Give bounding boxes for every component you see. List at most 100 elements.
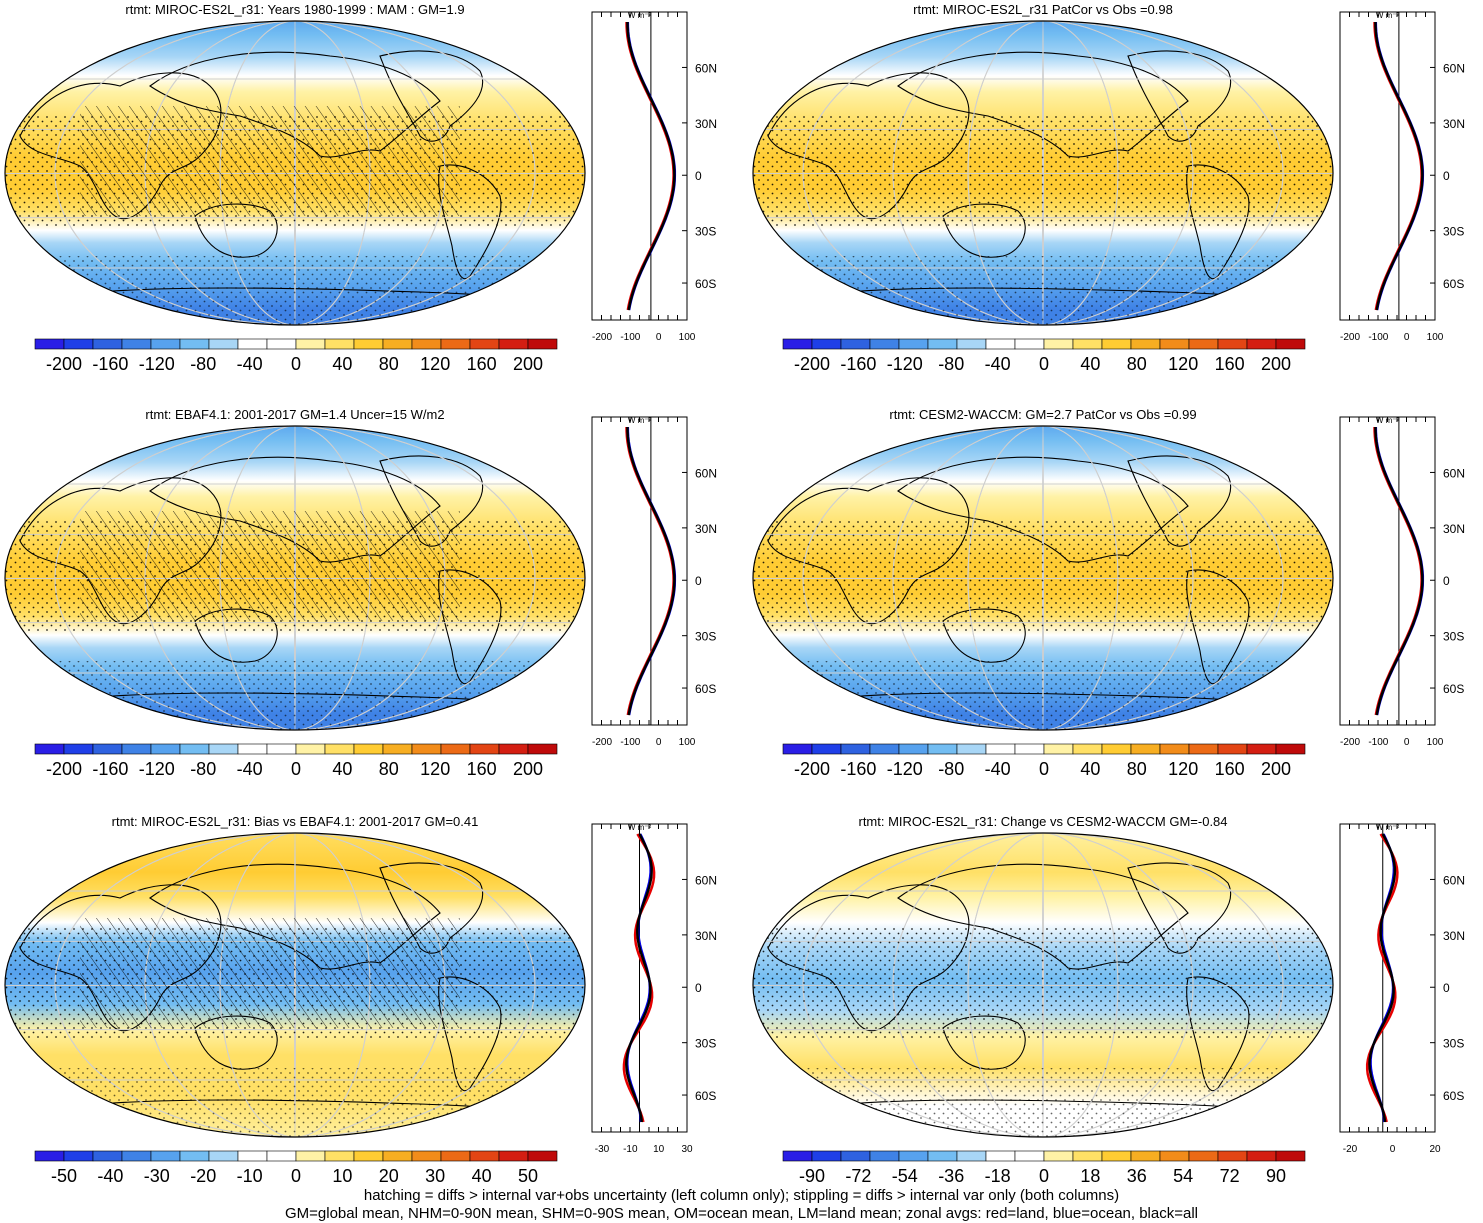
colorbar-swatch bbox=[63, 1150, 94, 1162]
colorbar-swatch bbox=[1159, 338, 1190, 350]
colorbar-swatch bbox=[1217, 743, 1248, 755]
colorbar-swatch bbox=[1072, 1150, 1103, 1162]
colorbar-label: 30 bbox=[425, 1166, 445, 1186]
lat-label: 60N bbox=[695, 466, 717, 480]
colorbar-swatch bbox=[469, 743, 500, 755]
colorbar-swatch bbox=[34, 1150, 65, 1162]
lat-label: 30S bbox=[695, 225, 716, 239]
colorbar-swatch bbox=[324, 338, 355, 350]
zonal-xtick: 0 bbox=[1404, 332, 1410, 343]
zonal-xtick: -100 bbox=[620, 737, 640, 748]
colorbar-label: 160 bbox=[467, 354, 497, 374]
colorbar-swatch bbox=[266, 743, 297, 755]
colorbar-swatch bbox=[121, 743, 152, 755]
colorbar-label: 160 bbox=[467, 759, 497, 779]
colorbar-label: 80 bbox=[1127, 354, 1147, 374]
colorbar-label: -20 bbox=[190, 1166, 216, 1186]
colorbar-swatch bbox=[898, 338, 929, 350]
robinson-map bbox=[4, 425, 586, 731]
zonal-xtick: -10 bbox=[623, 1144, 638, 1155]
colorbar-label: 50 bbox=[518, 1166, 538, 1186]
colorbar-swatch bbox=[811, 1150, 842, 1162]
colorbar-label: -80 bbox=[190, 354, 216, 374]
colorbar-label: 160 bbox=[1215, 354, 1245, 374]
colorbar-swatch bbox=[927, 743, 958, 755]
colorbar-swatch bbox=[63, 743, 94, 755]
panel-title: rtmt: CESM2-WACCM: GM=2.7 PatCor vs Obs … bbox=[889, 407, 1197, 422]
panel-title: rtmt: MIROC-ES2L_r31: Years 1980-1999 : … bbox=[125, 2, 465, 17]
colorbar-swatch bbox=[411, 1150, 442, 1162]
zonal-curve bbox=[1373, 21, 1423, 311]
colorbar: -50 -40 -30 -20 -10 0 10 20 30 40 50 bbox=[34, 1150, 558, 1186]
zonal-xtick: 100 bbox=[679, 737, 696, 748]
colorbar-label: 40 bbox=[332, 759, 352, 779]
zonal-xtick: 10 bbox=[653, 1144, 665, 1155]
lat-label: 60S bbox=[1443, 682, 1464, 696]
colorbar-swatch bbox=[1217, 1150, 1248, 1162]
colorbar-swatch bbox=[1130, 743, 1161, 755]
colorbar-label: 40 bbox=[1080, 759, 1100, 779]
colorbar-swatch bbox=[1043, 338, 1074, 350]
colorbar-swatch bbox=[898, 743, 929, 755]
colorbar-swatch bbox=[295, 1150, 326, 1162]
lat-label: 30S bbox=[695, 1037, 716, 1051]
colorbar-swatch bbox=[150, 1150, 181, 1162]
robinson-map bbox=[752, 20, 1334, 326]
robinson-map bbox=[752, 832, 1334, 1138]
colorbar-label: -80 bbox=[190, 759, 216, 779]
zonal-xtick: 100 bbox=[1427, 737, 1444, 748]
colorbar-swatch bbox=[440, 338, 471, 350]
colorbar-swatch bbox=[927, 338, 958, 350]
zonal-xtick: -100 bbox=[620, 332, 640, 343]
lat-label: 0 bbox=[1443, 981, 1450, 995]
colorbar-label: -200 bbox=[794, 354, 830, 374]
colorbar-swatch bbox=[1101, 338, 1132, 350]
colorbar-swatch bbox=[353, 743, 384, 755]
lat-label: 60S bbox=[1443, 1089, 1464, 1103]
zonal-xtick: -200 bbox=[592, 332, 612, 343]
colorbar-swatch bbox=[353, 338, 384, 350]
zonal-xtick: 0 bbox=[1404, 737, 1410, 748]
panel-title: rtmt: MIROC-ES2L_r31: Change vs CESM2-WA… bbox=[858, 814, 1228, 829]
lat-label: 0 bbox=[1443, 169, 1450, 183]
colorbar-swatch bbox=[266, 338, 297, 350]
colorbar-label: -54 bbox=[892, 1166, 918, 1186]
colorbar-swatch bbox=[1188, 338, 1219, 350]
colorbar-swatch bbox=[1130, 1150, 1161, 1162]
lat-label: 30N bbox=[1443, 929, 1465, 943]
colorbar-label: -120 bbox=[887, 354, 923, 374]
colorbar-label: -36 bbox=[938, 1166, 964, 1186]
lat-label: 60N bbox=[695, 873, 717, 887]
colorbar-swatch bbox=[1159, 743, 1190, 755]
zonal-curve bbox=[1368, 833, 1397, 1123]
colorbar: -200 -160 -120 -80 -40 0 40 80 120 160 200 bbox=[34, 743, 558, 779]
colorbar-swatch bbox=[498, 338, 529, 350]
colorbar-label: 36 bbox=[1127, 1166, 1147, 1186]
colorbar-swatch bbox=[208, 338, 239, 350]
panel-4: rtmt: CESM2-WACCM: GM=2.7 PatCor vs Obs … bbox=[748, 405, 1483, 805]
colorbar-swatch bbox=[840, 743, 871, 755]
colorbar-label: -200 bbox=[46, 354, 82, 374]
colorbar-label: 90 bbox=[1266, 1166, 1286, 1186]
zonal-xtick: -100 bbox=[1368, 332, 1388, 343]
colorbar-swatch bbox=[1275, 743, 1306, 755]
colorbar-label: 40 bbox=[332, 354, 352, 374]
panel-2: rtmt: MIROC-ES2L_r31 PatCor vs Obs =0.98… bbox=[748, 0, 1483, 400]
colorbar-swatch bbox=[208, 1150, 239, 1162]
colorbar-swatch bbox=[34, 338, 65, 350]
colorbar-swatch bbox=[1014, 1150, 1045, 1162]
colorbar-label: 40 bbox=[472, 1166, 492, 1186]
colorbar-swatch bbox=[811, 338, 842, 350]
zonal-xtick: -200 bbox=[1340, 737, 1360, 748]
colorbar-swatch bbox=[353, 1150, 384, 1162]
colorbar-swatch bbox=[869, 1150, 900, 1162]
colorbar-swatch bbox=[985, 743, 1016, 755]
zonal-xtick: -30 bbox=[595, 1144, 610, 1155]
zonal-curve bbox=[625, 426, 675, 716]
colorbar-swatch bbox=[1101, 743, 1132, 755]
colorbar-label: -72 bbox=[845, 1166, 871, 1186]
colorbar-swatch bbox=[527, 338, 558, 350]
